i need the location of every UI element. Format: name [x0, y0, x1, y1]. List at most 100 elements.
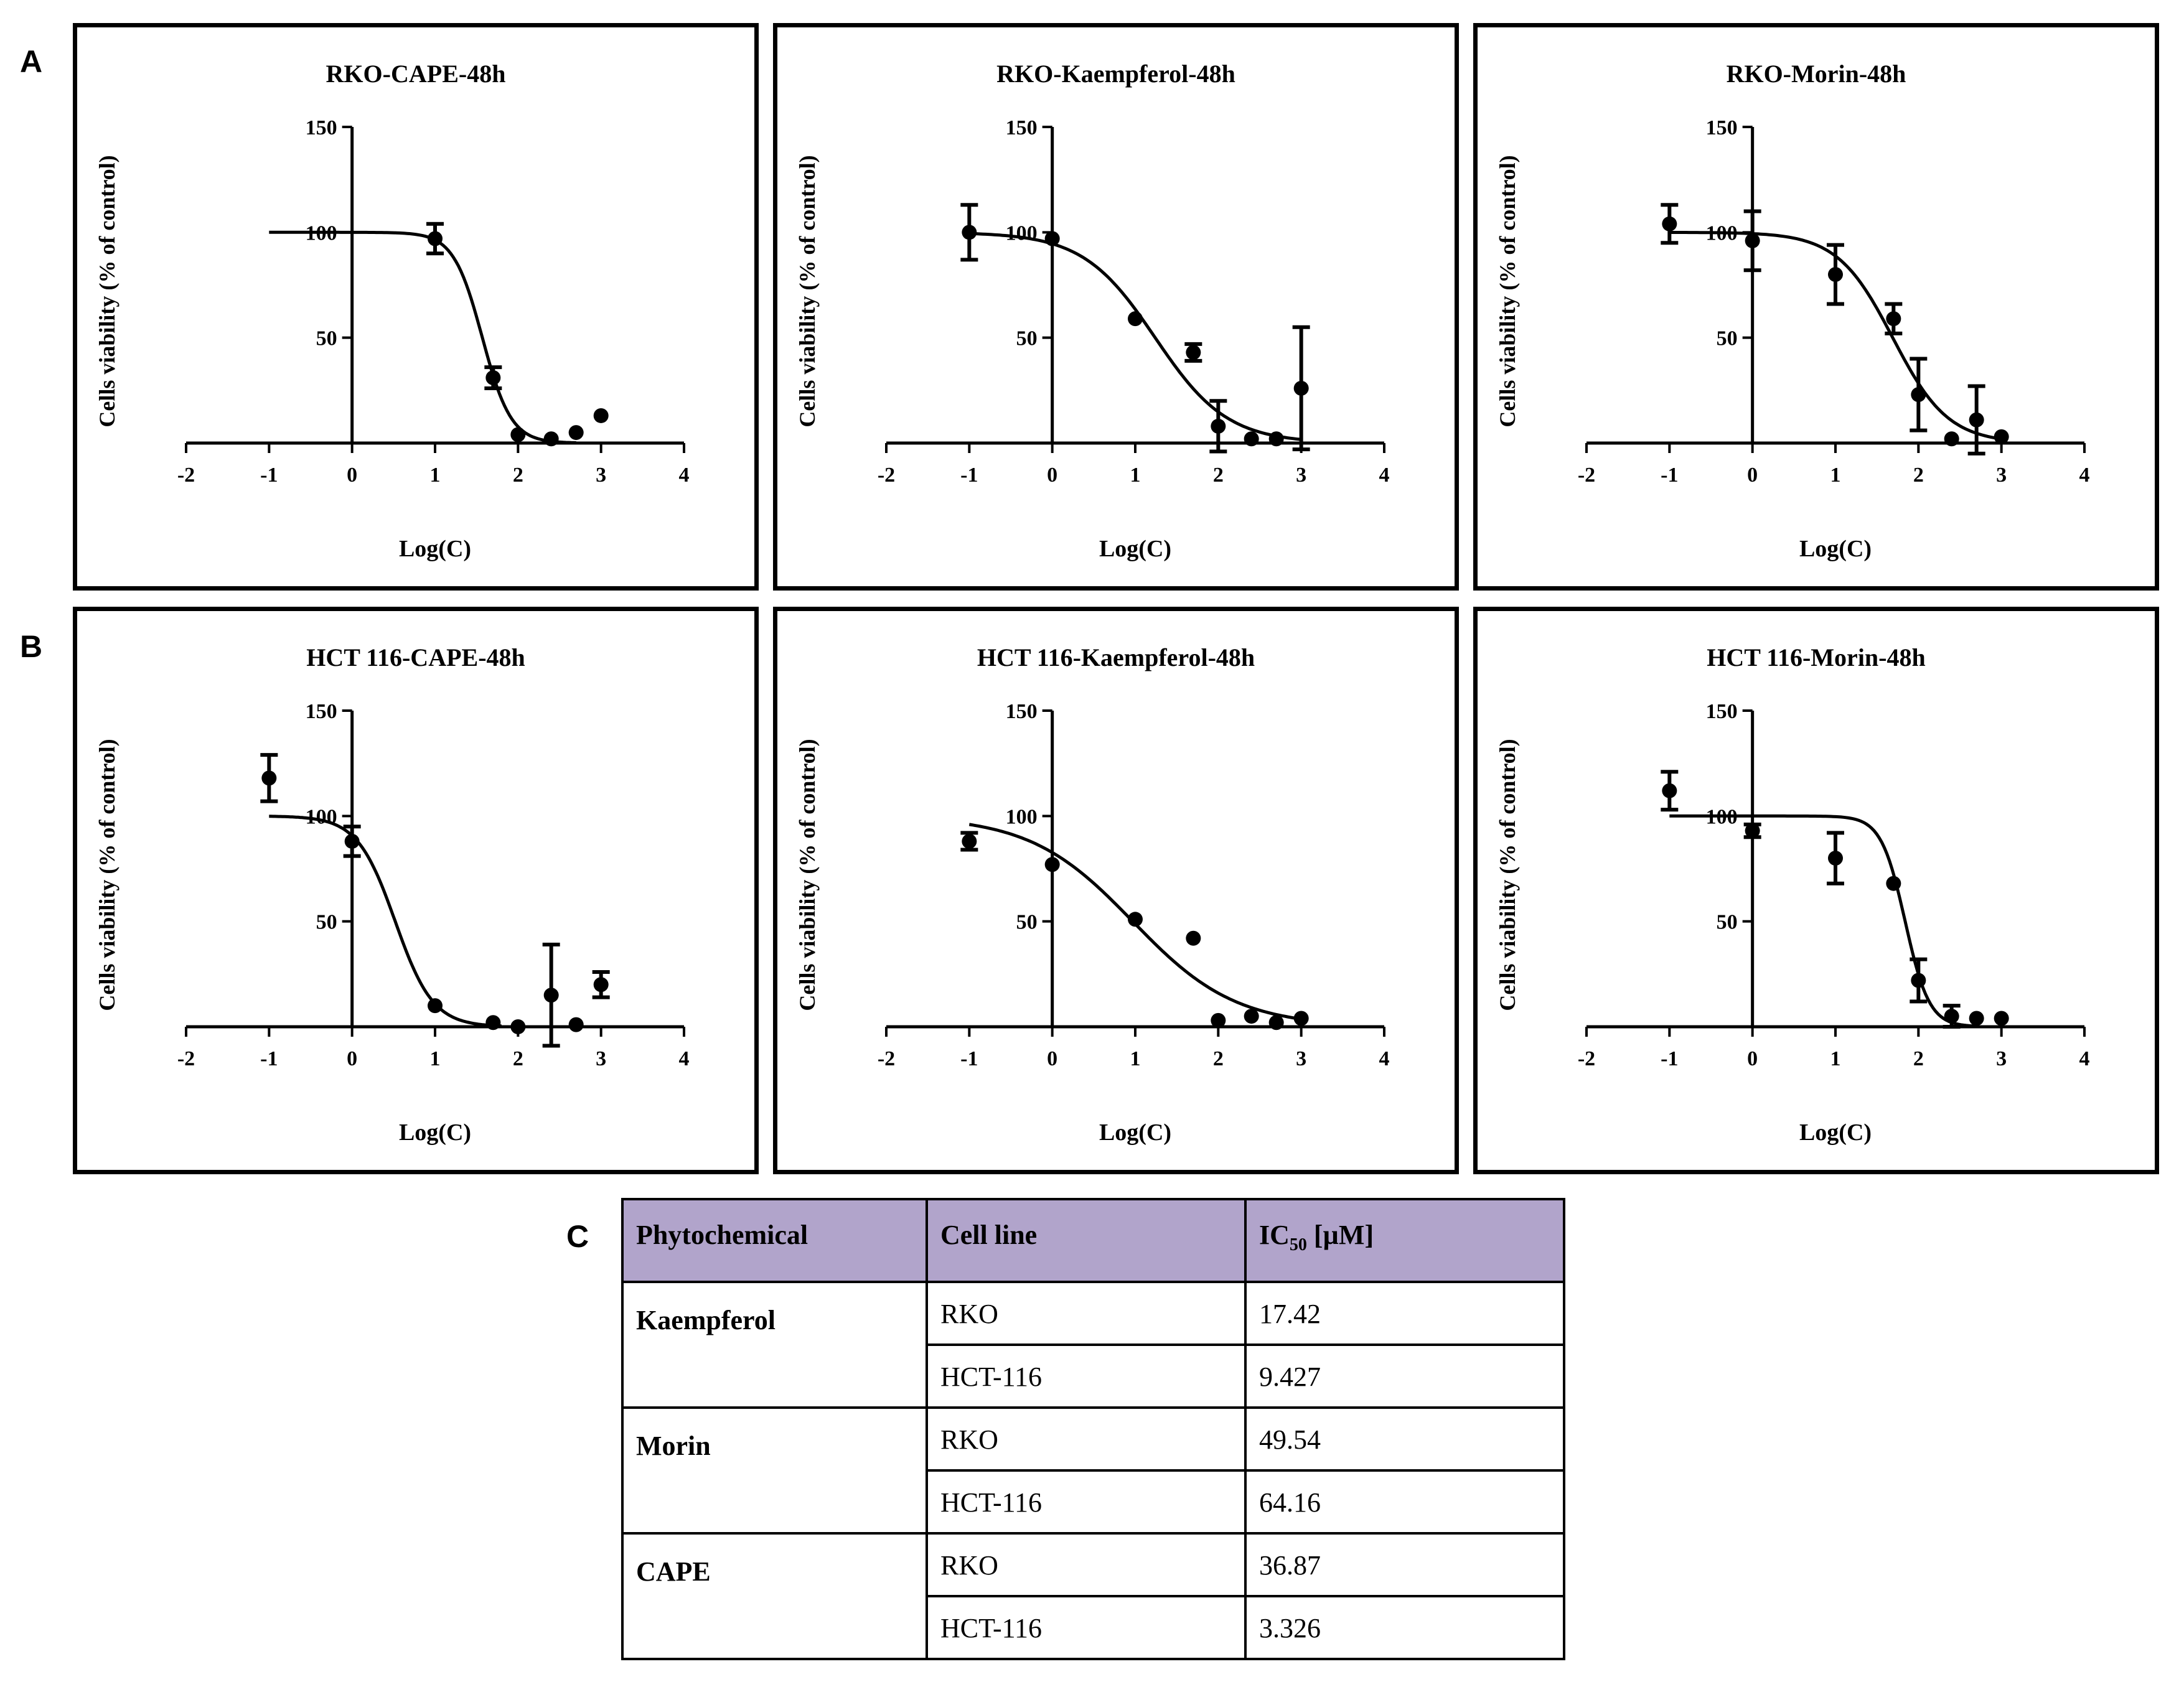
- cell-ic50: 36.87: [1244, 1532, 1565, 1597]
- x-tick-label: 2: [1213, 1047, 1224, 1070]
- chart-rko-kaempferol-svg: RKO-Kaempferol-48h Cells viability (% of …: [795, 60, 1390, 562]
- chart-hct-morin-svg: HCT 116-Morin-48h Cells viability (% of c…: [1495, 643, 2090, 1146]
- chart-rko-cape-svg: RKO-CAPE-48h Cells viability (% of contro…: [95, 60, 690, 562]
- chart-hct-cape-svg: HCT 116-CAPE-48h Cells viability (% of co…: [95, 643, 690, 1146]
- data-point: [510, 427, 526, 442]
- data-point: [593, 408, 609, 423]
- x-tick-label: 3: [1296, 464, 1306, 487]
- x-tick-label: -1: [260, 464, 278, 487]
- cell-phytochemical: Morin: [621, 1406, 928, 1535]
- x-axis-label: Log(C): [1099, 1119, 1171, 1146]
- table-row: Morin RKO 49.54: [621, 1406, 1565, 1535]
- fit-curve: [269, 815, 502, 1028]
- data-point: [1828, 851, 1843, 866]
- data-point: [1828, 267, 1843, 283]
- data-point: [1994, 1011, 2009, 1026]
- x-tick-label: -1: [960, 1047, 978, 1070]
- cell-line: HCT-116: [926, 1344, 1247, 1409]
- chart-rko-kaempferol: RKO-Kaempferol-48h Cells viability (% of …: [773, 23, 1459, 591]
- x-tick-label: 0: [347, 1047, 357, 1070]
- data-point: [1662, 783, 1677, 798]
- y-tick-label: 150: [1706, 116, 1738, 139]
- chart-rko-morin-svg: RKO-Morin-48h Cells viability (% of contr…: [1495, 60, 2090, 562]
- y-tick-label: 100: [1006, 222, 1038, 245]
- data-point: [1886, 876, 1901, 891]
- data-point: [1969, 1011, 1984, 1026]
- fit-curve: [969, 231, 1301, 441]
- x-tick-label: -2: [878, 464, 895, 487]
- chart-rko-morin: RKO-Morin-48h Cells viability (% of contr…: [1473, 23, 2159, 591]
- x-axis-label: Log(C): [1799, 536, 1872, 562]
- x-tick-label: 4: [2079, 464, 2090, 487]
- data-point: [1128, 311, 1143, 327]
- data-point: [510, 1019, 526, 1034]
- data-point: [568, 425, 584, 441]
- y-tick-label: 50: [316, 327, 337, 350]
- chart-hct-kaempferol: HCT 116-Kaempferol-48h Cells viability (%…: [773, 607, 1459, 1174]
- data-point: [593, 977, 609, 993]
- data-point: [344, 833, 360, 849]
- y-axis-label: Cells viability (% of control): [1495, 155, 1520, 427]
- y-tick-label: 150: [306, 116, 337, 139]
- data-point: [1293, 380, 1309, 396]
- header-ic50-unit: [µM]: [1306, 1220, 1374, 1250]
- table-header-row: Phytochemical Cell line IC50 [µM]: [621, 1198, 1565, 1283]
- cell-line: HCT-116: [926, 1469, 1247, 1535]
- chart-rko-cape: RKO-CAPE-48h Cells viability (% of contro…: [73, 23, 759, 591]
- data-point: [261, 770, 277, 786]
- x-tick-label: 0: [1047, 464, 1057, 487]
- y-tick-label: 50: [1016, 327, 1038, 350]
- y-tick-label: 150: [1006, 116, 1038, 139]
- x-tick-label: 1: [1830, 464, 1841, 487]
- x-tick-label: 4: [1379, 1047, 1390, 1070]
- x-tick-label: -2: [177, 1047, 195, 1070]
- data-point: [1944, 431, 1959, 447]
- x-tick-label: 0: [347, 464, 357, 487]
- x-axis-label: Log(C): [1799, 1119, 1872, 1146]
- x-tick-label: -1: [260, 1047, 278, 1070]
- y-tick-label: 50: [316, 911, 337, 934]
- data-point: [1186, 930, 1201, 946]
- table-row: HCT-116 64.16: [622, 1469, 1565, 1535]
- chart-hct-kaempferol-svg: HCT 116-Kaempferol-48h Cells viability (%…: [795, 643, 1390, 1146]
- data-point: [543, 988, 559, 1003]
- chart-hct-cape: HCT 116-CAPE-48h Cells viability (% of co…: [73, 607, 759, 1174]
- x-tick-label: -1: [1661, 464, 1678, 487]
- x-tick-label: 2: [513, 1047, 523, 1070]
- data-point: [485, 370, 501, 386]
- x-axis-label: Log(C): [399, 1119, 471, 1146]
- x-tick-label: 2: [1913, 464, 1924, 487]
- x-tick-label: 4: [2079, 1047, 2090, 1070]
- x-tick-label: 1: [1130, 464, 1141, 487]
- x-tick-label: 4: [1379, 464, 1390, 487]
- header-ic50: IC50 [µM]: [1244, 1198, 1565, 1283]
- data-point: [1186, 345, 1201, 360]
- x-tick-label: -2: [177, 464, 195, 487]
- data-point: [1044, 231, 1060, 246]
- data-point: [962, 833, 977, 849]
- cell-ic50: 3.326: [1244, 1595, 1565, 1660]
- data-point: [1994, 429, 2009, 444]
- data-point: [568, 1017, 584, 1032]
- chart-hct-morin: HCT 116-Morin-48h Cells viability (% of c…: [1473, 607, 2159, 1174]
- x-tick-label: 3: [596, 1047, 606, 1070]
- data-point: [1911, 387, 1926, 403]
- chart-title: RKO-Kaempferol-48h: [996, 60, 1235, 88]
- cell-ic50: 9.427: [1244, 1344, 1565, 1409]
- y-tick-label: 50: [1717, 911, 1738, 934]
- x-tick-label: 4: [679, 464, 690, 487]
- table-row: CAPE RKO 36.87: [621, 1532, 1565, 1660]
- data-point: [428, 998, 443, 1014]
- data-point: [428, 231, 443, 246]
- y-tick-label: 150: [1706, 700, 1738, 723]
- data-point: [1293, 1011, 1309, 1026]
- data-point: [485, 1015, 501, 1030]
- data-point: [1244, 1009, 1259, 1024]
- x-tick-label: 3: [1296, 1047, 1306, 1070]
- cell-ic50: 49.54: [1244, 1406, 1565, 1472]
- y-axis-label: Cells viability (% of control): [795, 739, 820, 1011]
- chart-title: HCT 116-Morin-48h: [1707, 643, 1926, 671]
- x-tick-label: -2: [1578, 464, 1595, 487]
- ic50-table: Phytochemical Cell line IC50 [µM] Kaempf…: [621, 1198, 1565, 1660]
- data-point: [1268, 1015, 1284, 1030]
